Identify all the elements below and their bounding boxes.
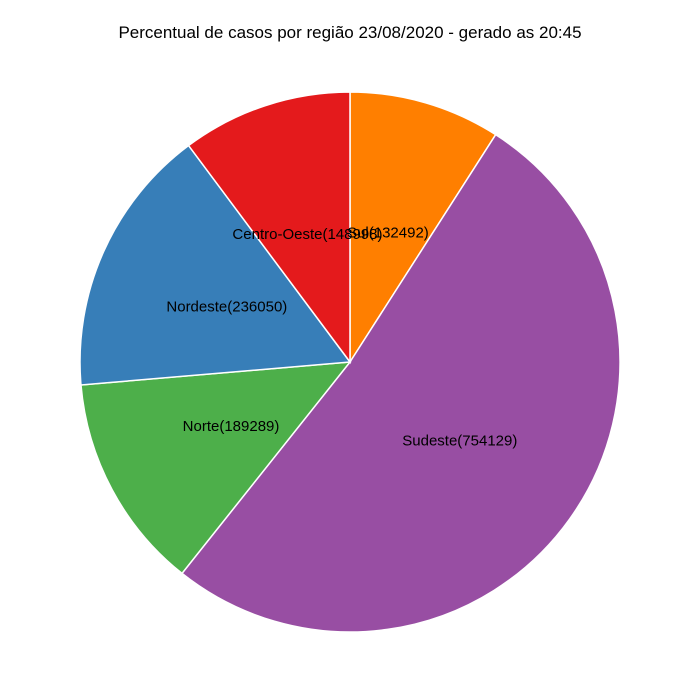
pie-labels: Sul(132492) Sudeste(754129) Norte(189289) N… xyxy=(166,224,517,449)
pie-label-nordeste: Nordeste(236050) xyxy=(166,299,287,316)
pie-slice-sul xyxy=(349,91,497,365)
chart-title: Percentual de casos por região 23/08/202… xyxy=(118,23,581,42)
pie-label-sudeste: Sudeste(754129) xyxy=(402,433,517,450)
pie-slice-centro-oeste xyxy=(187,91,351,365)
pie-label-centro-oeste: Centro-Oeste(148998) xyxy=(232,226,382,243)
pie-label-norte: Norte(189289) xyxy=(183,418,280,435)
pie-slice-norte xyxy=(80,361,352,575)
pie-label-sul: Sul(132492) xyxy=(347,224,429,241)
pie-slice-nordeste xyxy=(79,144,352,386)
pie-slices xyxy=(79,91,621,633)
pie-slice-sudeste xyxy=(180,133,621,633)
